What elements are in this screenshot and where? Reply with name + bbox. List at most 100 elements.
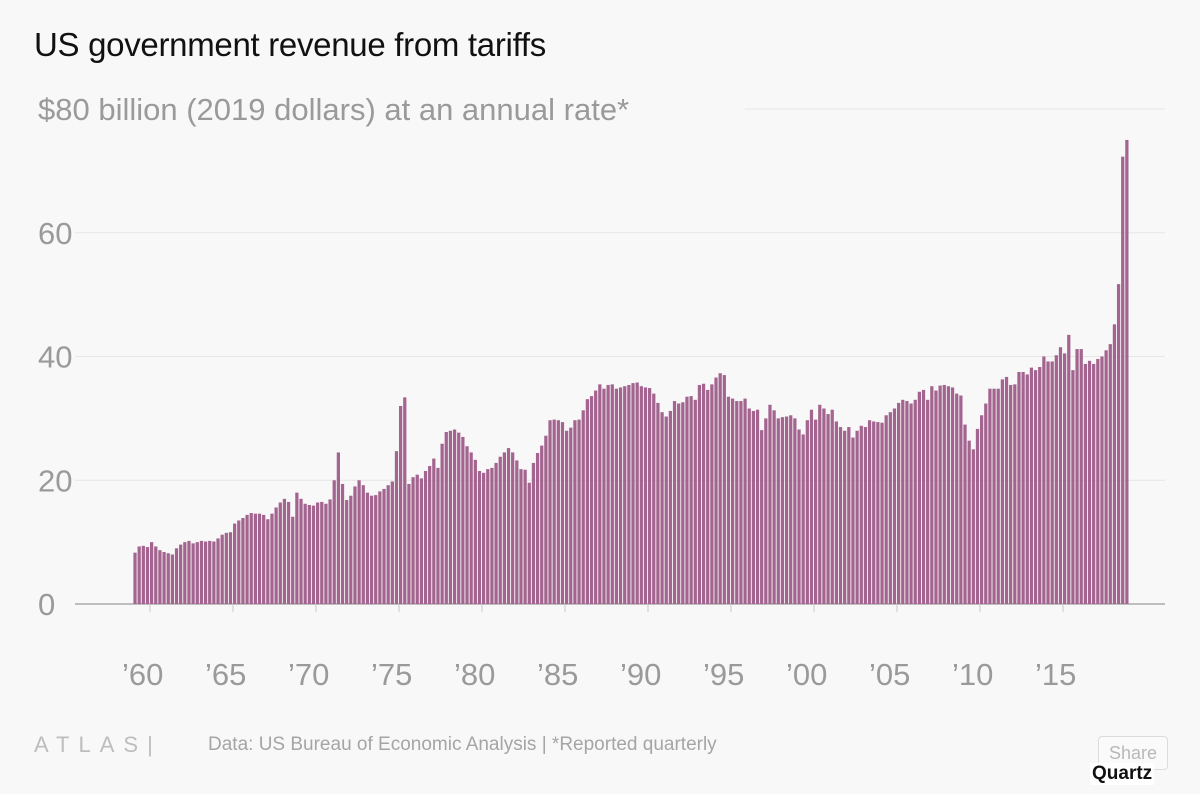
bar [577,419,581,604]
bar [311,505,316,604]
bar [1100,356,1104,604]
bar [1013,384,1017,604]
bar [706,389,710,604]
bar [598,384,602,604]
bar [183,542,187,605]
bar [527,482,531,604]
bar [805,420,809,604]
bar [594,390,598,604]
bar [656,402,660,604]
bar [220,534,224,604]
bar [668,410,672,604]
bar [1096,358,1100,604]
bar [170,554,174,604]
bar [735,401,739,604]
bar [428,466,432,604]
bar [859,425,863,604]
bar [652,393,656,605]
bar [984,403,988,604]
bar [768,404,772,604]
bar [963,424,967,604]
x-tick-label: ’65 [205,657,246,692]
bar [780,417,785,604]
bar [465,446,469,604]
bar [648,388,652,604]
bar [731,398,735,604]
bar [195,542,199,605]
bar [174,548,179,604]
bar [511,452,515,604]
bar [519,469,523,604]
bar [411,477,415,604]
bar [950,387,955,604]
chart-title: US government revenue from tariffs [34,26,546,63]
bar [154,546,158,604]
bar [1025,374,1029,604]
bar [581,410,585,604]
bar [892,408,897,604]
bar [262,514,266,604]
bar [1000,379,1004,604]
bar [1104,350,1108,604]
bar [345,500,349,604]
bar [560,422,565,604]
bar [1067,334,1071,604]
x-tick-label: ’10 [952,657,993,692]
bar [697,384,702,604]
bar [1017,371,1021,604]
bar [382,488,386,604]
atlas-logo[interactable]: ATLAS| [34,732,153,757]
bar [448,430,453,604]
bar [141,545,145,604]
x-tick-label: ’90 [620,657,661,692]
y-axis-title: $80 billion (2019 dollars) at an annual … [38,92,629,127]
bar [1021,371,1025,604]
bar [365,492,370,605]
bar [1009,384,1013,604]
bar [241,517,245,604]
bar [506,448,511,604]
bar [291,516,295,604]
bar [988,388,992,604]
bar [743,398,747,604]
bar [822,408,826,604]
bar [855,430,859,604]
bar [718,373,722,604]
bar [992,388,996,604]
x-tick-label: ’05 [869,657,910,692]
bar [1121,156,1125,604]
bar [552,419,556,604]
bar [473,459,477,604]
x-tick-label: ’95 [703,657,744,692]
bar [432,458,436,604]
bar [569,427,573,604]
logo-text: ATLAS [34,732,148,757]
bar [801,434,805,604]
bar [1042,356,1046,604]
bar [921,389,926,604]
bar [486,469,490,604]
bar [199,540,204,604]
bar [544,435,548,604]
bar [643,387,648,604]
bar [631,383,635,604]
bar [332,480,336,604]
bar [589,396,594,604]
bar [614,388,619,604]
bar [133,552,137,604]
bar [760,430,764,604]
bar [872,421,876,604]
bar [452,429,457,604]
bar [278,502,282,604]
bar [623,386,627,604]
bar [482,472,486,604]
x-tick-label: ’00 [786,657,827,692]
bar [926,399,930,604]
bar [1087,360,1092,604]
bar [436,467,440,605]
bar [295,492,299,605]
quartz-brand: Quartz [1090,763,1155,785]
bar [145,547,150,604]
bar [1071,370,1075,604]
